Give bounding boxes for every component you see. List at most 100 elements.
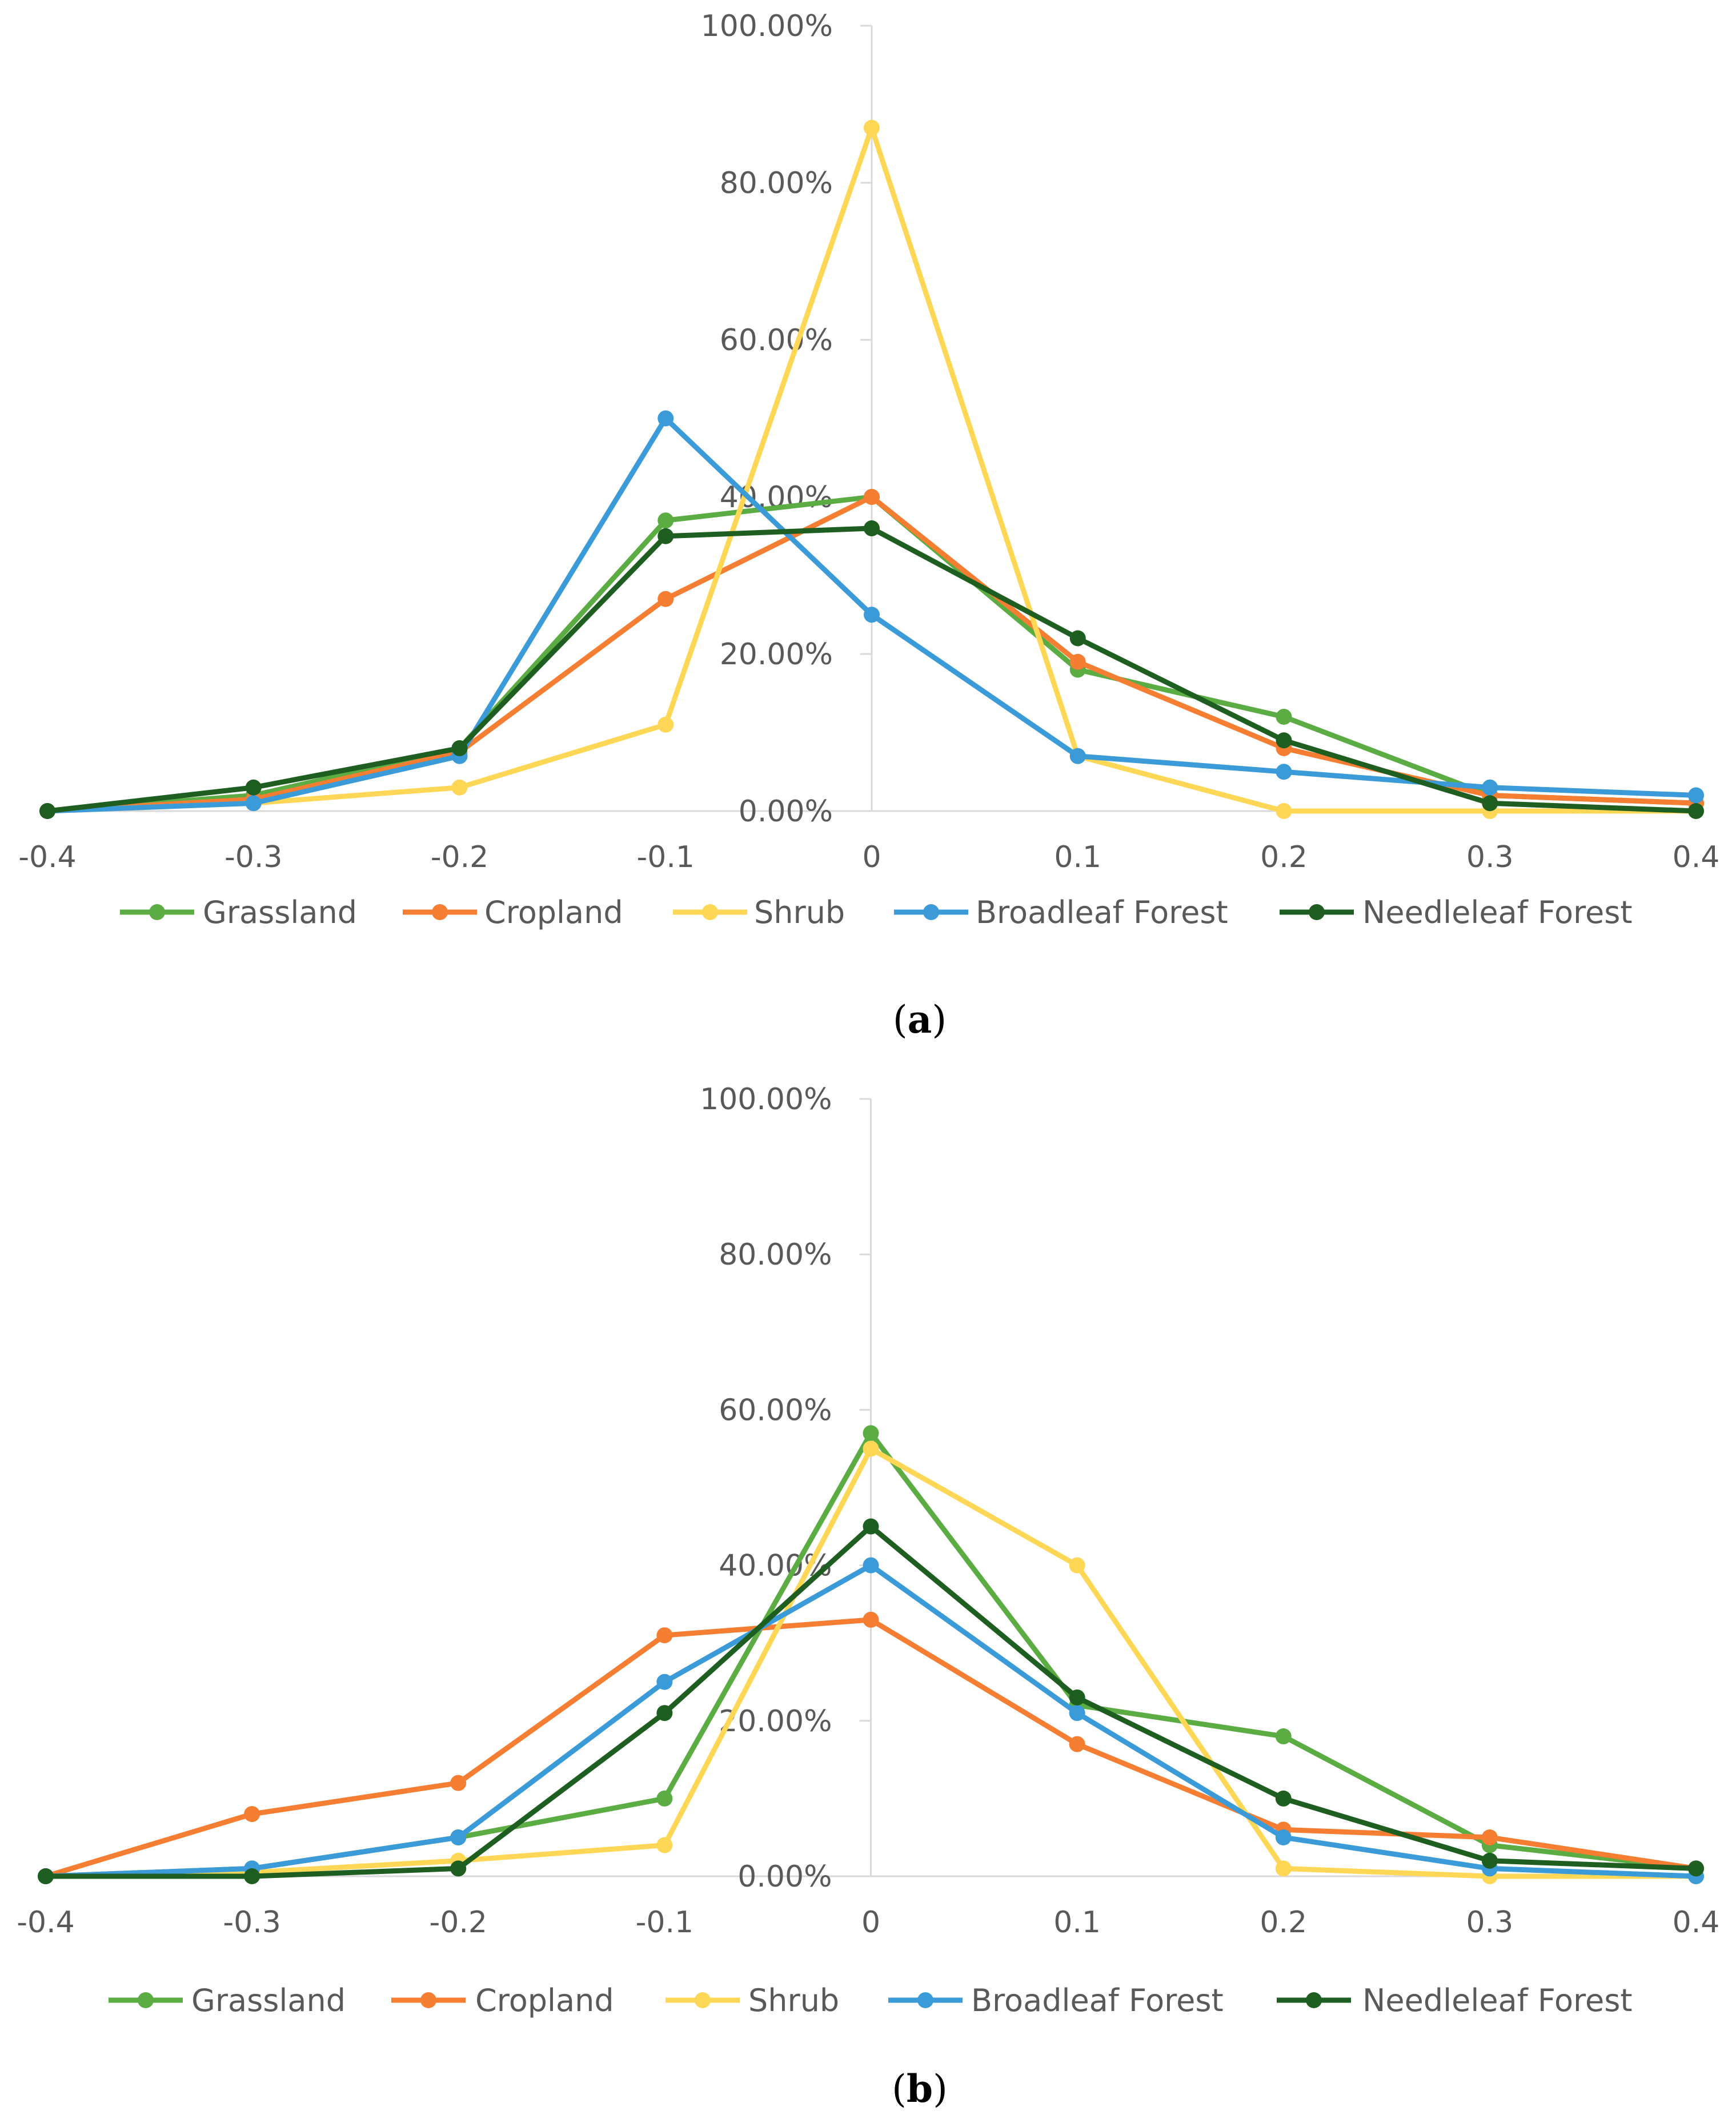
chart-a: 0.00%20.00%40.00%60.00%80.00%100.00%-0.4… [18, 9, 1719, 1042]
data-point [1275, 1728, 1292, 1745]
data-point [657, 512, 674, 529]
y-tick-label: 0.00% [737, 1860, 832, 1894]
x-tick-label: -0.2 [430, 1905, 487, 1940]
data-point [451, 740, 468, 756]
legend: Grassland Cropland Shrub Broadleaf Forest Ne… [120, 894, 1633, 930]
data-point [244, 1806, 260, 1823]
x-tick-label: 0.4 [1673, 840, 1720, 874]
legend-swatch-marker [149, 904, 165, 920]
x-tick-label: 0 [861, 1905, 880, 1940]
legend-item: Grassland [109, 1982, 346, 2018]
series-needleleaf-forest [39, 520, 1704, 819]
data-point [656, 1673, 673, 1690]
data-point [1069, 748, 1086, 764]
data-point [657, 716, 674, 733]
y-tick-label: 20.00% [720, 637, 833, 672]
data-point [864, 489, 880, 505]
legend-item: Shrub [673, 894, 845, 930]
x-tick-label: -0.1 [637, 840, 695, 874]
data-point [245, 779, 262, 796]
data-point [864, 607, 880, 623]
data-point [450, 1860, 467, 1877]
data-point [1069, 1736, 1085, 1752]
data-point [1275, 1860, 1292, 1877]
data-point [1481, 1852, 1498, 1869]
legend: Grassland Cropland Shrub Broadleaf Forest Ne… [109, 1982, 1633, 2018]
data-point [451, 779, 468, 796]
y-tick-label: 100.00% [700, 1082, 832, 1117]
legend-item: Needleleaf Forest [1277, 1982, 1633, 2018]
data-point [38, 1868, 54, 1884]
x-tick-label: 0.1 [1053, 1905, 1101, 1940]
legend-label: Shrub [754, 894, 845, 930]
legend-item: Shrub [665, 1982, 839, 2018]
data-point [244, 1868, 260, 1884]
legend-swatch-marker [420, 1992, 436, 2008]
data-point [1069, 630, 1086, 647]
data-point [1482, 779, 1498, 796]
x-tick-label: 0 [862, 840, 881, 874]
data-point [1276, 803, 1292, 819]
legend-label: Grassland [203, 894, 357, 930]
panel-caption: (b) [892, 2066, 948, 2111]
data-point [656, 1705, 673, 1721]
x-tick-label: 0.1 [1054, 840, 1101, 874]
x-tick-label: 0.3 [1466, 840, 1514, 874]
legend-label: Cropland [484, 894, 623, 930]
legend-item: Broadleaf Forest [894, 894, 1228, 930]
data-point [863, 1611, 879, 1628]
data-point [1069, 1705, 1085, 1721]
x-tick-label: 0.3 [1466, 1905, 1514, 1940]
y-tick-label: 80.00% [719, 1238, 832, 1272]
data-point [656, 1790, 673, 1807]
data-point [1275, 1829, 1292, 1845]
data-point [656, 1837, 673, 1853]
data-point [657, 410, 674, 427]
y-tick-label: 0.00% [739, 794, 833, 829]
data-point [1069, 1689, 1085, 1705]
legend-label: Needleleaf Forest [1362, 894, 1633, 930]
data-point [864, 520, 880, 536]
data-point [450, 1829, 467, 1845]
data-point [656, 1627, 673, 1644]
legend-swatch-marker [1309, 904, 1325, 920]
x-tick-label: -0.3 [223, 1905, 280, 1940]
x-tick-label: -0.3 [224, 840, 282, 874]
legend-label: Broadleaf Forest [971, 1982, 1224, 2018]
legend-label: Cropland [475, 1982, 614, 2018]
y-tick-label: 60.00% [719, 1393, 832, 1427]
data-point [1481, 1829, 1498, 1845]
legend-swatch-marker [138, 1992, 154, 2008]
x-tick-label: 0.2 [1260, 1905, 1307, 1940]
x-tick-label: -0.4 [18, 840, 76, 874]
x-tick-label: 0.4 [1673, 1905, 1720, 1940]
series-needleleaf-forest [38, 1518, 1704, 1884]
legend-label: Shrub [748, 1982, 839, 2018]
legend-label: Needleleaf Forest [1362, 1982, 1633, 2018]
data-point [1069, 653, 1086, 670]
data-point [863, 1518, 879, 1535]
data-point [1276, 732, 1292, 749]
data-point [1688, 787, 1704, 804]
legend-item: Needleleaf Forest [1280, 894, 1633, 930]
data-point [450, 1775, 467, 1791]
x-tick-label: -0.2 [431, 840, 488, 874]
legend-swatch-marker [695, 1992, 711, 2008]
legend-swatch-marker [917, 1992, 933, 2008]
data-point [657, 591, 674, 607]
legend-swatch-marker [432, 904, 448, 920]
data-point [863, 1425, 879, 1442]
x-tick-label: 0.2 [1260, 840, 1308, 874]
panel-caption: (a) [893, 997, 947, 1042]
data-point [1069, 1557, 1085, 1574]
legend-swatch-marker [923, 904, 939, 920]
y-tick-label: 80.00% [720, 166, 833, 200]
legend-label: Broadleaf Forest [976, 894, 1228, 930]
legend-label: Grassland [191, 1982, 346, 2018]
legend-swatch-marker [1306, 1992, 1322, 2008]
data-point [1688, 1860, 1704, 1877]
y-tick-label: 60.00% [720, 323, 833, 358]
data-point [657, 528, 674, 544]
data-point [863, 1557, 879, 1574]
